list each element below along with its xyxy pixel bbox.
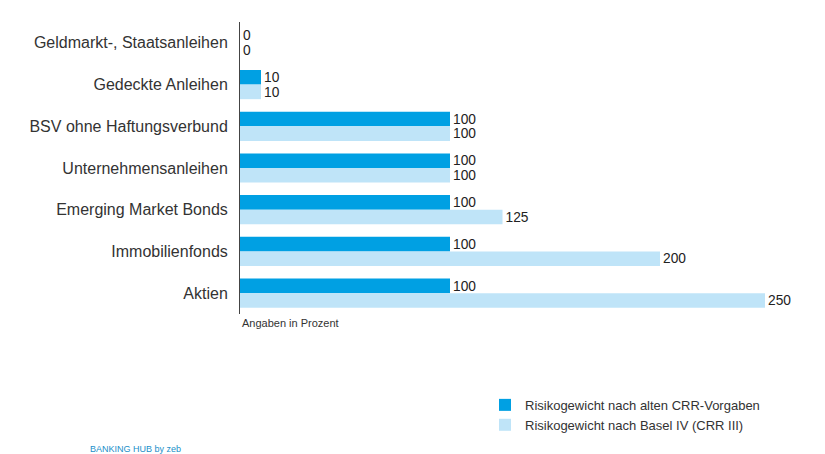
svg-text:200: 200 xyxy=(663,251,686,266)
svg-text:Unternehmensanleihen: Unternehmensanleihen xyxy=(62,160,227,177)
svg-text:100: 100 xyxy=(453,153,476,168)
svg-text:125: 125 xyxy=(506,210,529,225)
svg-text:Risikogewicht nach alten CRR-V: Risikogewicht nach alten CRR-Vorgaben xyxy=(525,398,760,413)
svg-text:Geldmarkt-, Staatsanleihen: Geldmarkt-, Staatsanleihen xyxy=(34,34,228,51)
svg-text:100: 100 xyxy=(453,112,476,127)
svg-text:Emerging Market Bonds: Emerging Market Bonds xyxy=(56,201,228,218)
svg-text:Gedeckte Anleihen: Gedeckte Anleihen xyxy=(93,76,227,93)
svg-text:100: 100 xyxy=(453,237,476,252)
svg-text:BSV ohne Haftungsverbund: BSV ohne Haftungsverbund xyxy=(29,118,227,135)
svg-text:Immobilienfonds: Immobilienfonds xyxy=(111,243,228,260)
svg-text:Risikogewicht nach Basel IV (C: Risikogewicht nach Basel IV (CRR III) xyxy=(525,418,743,433)
svg-text:0: 0 xyxy=(243,43,251,58)
svg-text:100: 100 xyxy=(453,126,476,141)
svg-text:10: 10 xyxy=(264,85,280,100)
svg-text:250: 250 xyxy=(768,293,791,308)
svg-text:10: 10 xyxy=(264,70,280,85)
svg-text:BANKING HUB by zeb: BANKING HUB by zeb xyxy=(90,444,181,454)
svg-text:Aktien: Aktien xyxy=(183,285,227,302)
svg-text:100: 100 xyxy=(453,195,476,210)
svg-text:100: 100 xyxy=(453,168,476,183)
svg-text:100: 100 xyxy=(453,279,476,294)
svg-text:Angaben in Prozent: Angaben in Prozent xyxy=(242,317,339,329)
svg-text:0: 0 xyxy=(243,28,251,43)
